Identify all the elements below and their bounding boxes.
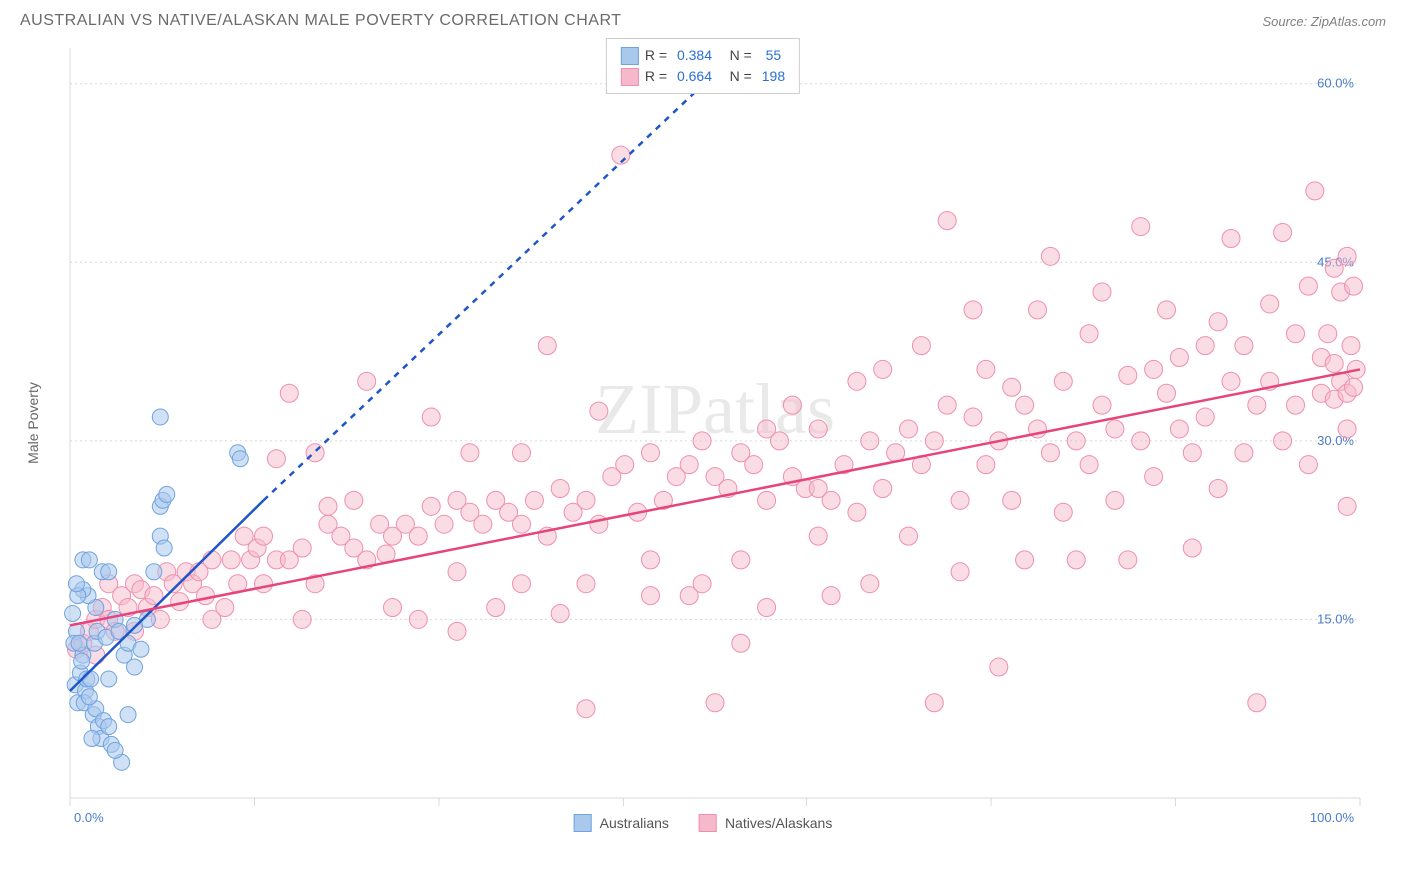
svg-text:100.0%: 100.0% bbox=[1310, 810, 1355, 825]
chart-container: 15.0%30.0%45.0%60.0%0.0%100.0%Male Pover… bbox=[20, 38, 1386, 838]
r-value-0: 0.384 bbox=[677, 45, 712, 66]
legend-swatch-icon bbox=[574, 814, 592, 832]
correlation-legend: R = 0.384 N = 55 R = 0.664 N = 198 bbox=[606, 38, 800, 94]
legend-swatch-icon bbox=[699, 814, 717, 832]
chart-title: AUSTRALIAN VS NATIVE/ALASKAN MALE POVERT… bbox=[20, 12, 622, 30]
scatter-chart: 15.0%30.0%45.0%60.0%0.0%100.0%Male Pover… bbox=[20, 38, 1386, 838]
source-label: Source: ZipAtlas.com bbox=[1262, 14, 1386, 29]
svg-text:Male Poverty: Male Poverty bbox=[25, 382, 41, 464]
series-legend: Australians Natives/Alaskans bbox=[574, 814, 833, 832]
svg-text:15.0%: 15.0% bbox=[1317, 611, 1354, 626]
legend-swatch-icon bbox=[621, 68, 639, 86]
svg-text:0.0%: 0.0% bbox=[74, 810, 104, 825]
r-value-1: 0.664 bbox=[677, 66, 712, 87]
n-value-0: 55 bbox=[766, 45, 782, 66]
svg-text:60.0%: 60.0% bbox=[1317, 76, 1354, 91]
legend-label-0: Australians bbox=[600, 815, 669, 831]
legend-swatch-icon bbox=[621, 47, 639, 65]
n-value-1: 198 bbox=[762, 66, 785, 87]
legend-label-1: Natives/Alaskans bbox=[725, 815, 832, 831]
